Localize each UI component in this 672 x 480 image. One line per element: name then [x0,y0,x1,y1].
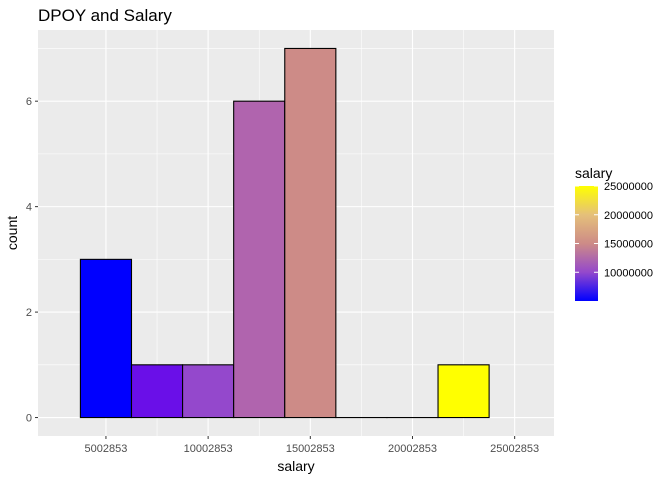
x-axis-title: salary [277,458,314,474]
histogram-bar [284,47,337,419]
legend-label: 20000000 [604,210,653,222]
x-tick-label: 15002853 [286,443,335,455]
x-tick-label: 5002853 [85,443,128,455]
legend-colorbar [575,186,598,301]
legend-label: 25000000 [604,181,653,193]
y-axis-ticks: 0 2 4 6 [26,96,38,425]
legend-label: 10000000 [604,267,653,279]
legend-label: 15000000 [604,239,653,251]
y-tick-label: 4 [26,202,32,214]
y-axis-title: count [4,216,20,250]
y-tick-label: 6 [26,96,32,108]
histogram-bar [233,100,286,419]
y-tick-label: 2 [26,307,32,319]
legend-title: salary [575,165,612,181]
histogram-bar [182,364,235,419]
histogram-bars [79,47,490,419]
histogram-bar [437,364,490,419]
legend: salary 10000000 15000000 20000000 25000000 [575,165,653,301]
x-tick-label: 25002853 [490,443,539,455]
legend-ticks: 10000000 15000000 20000000 25000000 [575,181,653,279]
histogram-bar [79,258,133,419]
y-tick-label: 0 [26,413,32,425]
histogram-bar [130,364,184,419]
x-axis-ticks: 5002853 10002853 15002853 20002853 25002853 [85,436,539,455]
x-tick-label: 20002853 [388,443,437,455]
x-tick-label: 10002853 [184,443,233,455]
chart-title: DPOY and Salary [38,6,172,25]
